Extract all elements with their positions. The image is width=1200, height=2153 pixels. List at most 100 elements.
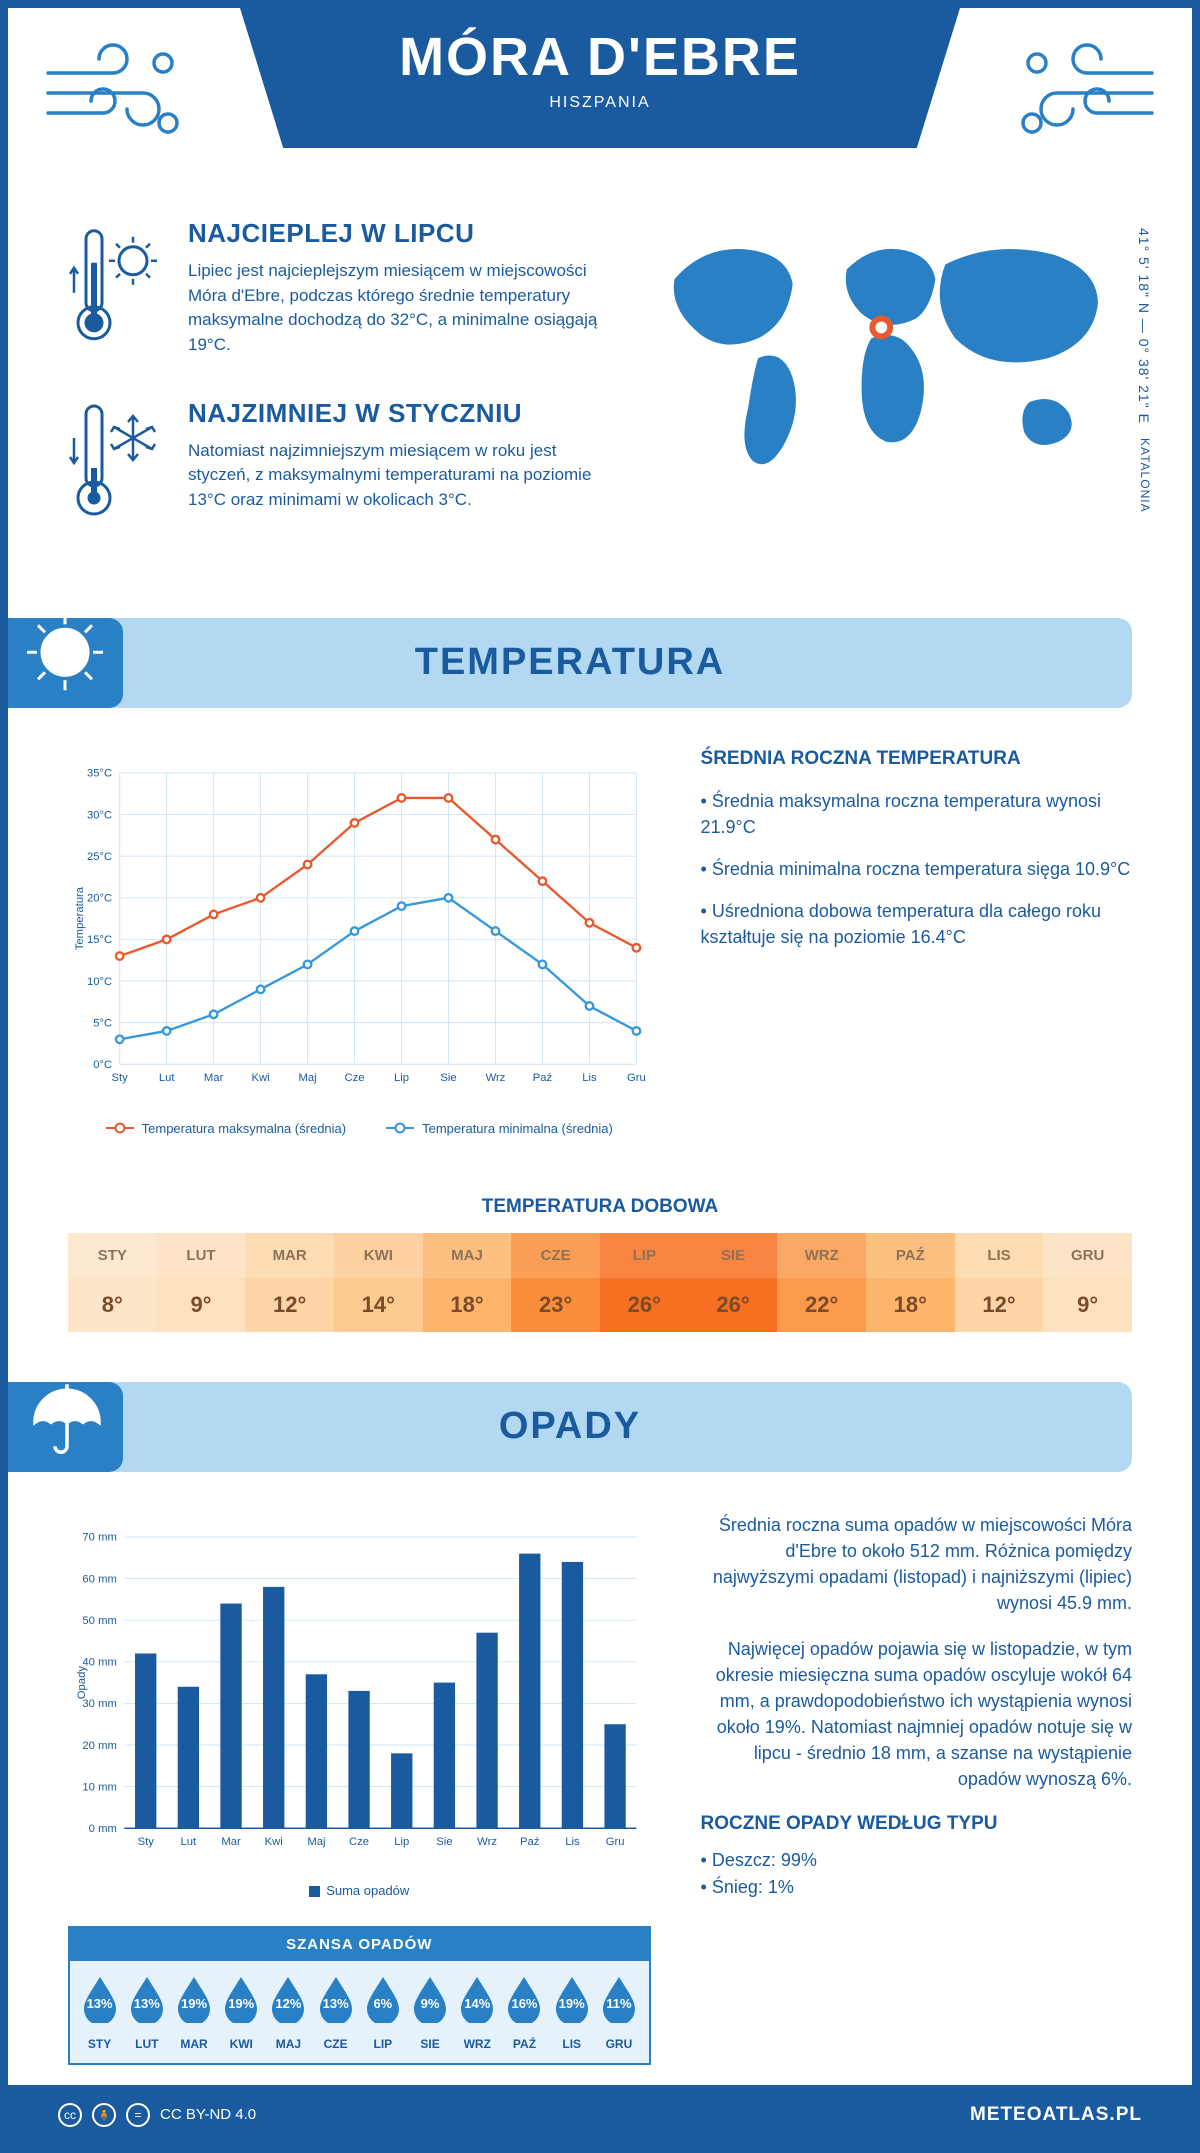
svg-text:Cze: Cze — [349, 1836, 369, 1848]
svg-text:Kwi: Kwi — [252, 1072, 270, 1084]
svg-text:10 mm: 10 mm — [82, 1781, 116, 1793]
precip-chart: 0 mm10 mm20 mm30 mm40 mm50 mm60 mm70 mmS… — [68, 1512, 651, 1872]
license-text: CC BY-ND 4.0 — [160, 2106, 256, 2123]
daily-value: 23° — [511, 1278, 600, 1332]
svg-text:10°C: 10°C — [87, 975, 112, 987]
daily-month: LUT — [157, 1233, 246, 1278]
region-text: KATALONIA — [1138, 438, 1152, 513]
chance-drop: 19% — [548, 1975, 595, 2023]
svg-text:0 mm: 0 mm — [89, 1823, 117, 1835]
daily-value: 12° — [245, 1278, 334, 1332]
footer: cc 🧍 = CC BY-ND 4.0 METEOATLAS.PL — [8, 2085, 1192, 2145]
svg-text:Lip: Lip — [394, 1836, 409, 1848]
wind-icon-left — [38, 38, 188, 148]
umbrella-icon — [23, 1374, 108, 1459]
svg-text:Mar: Mar — [204, 1072, 224, 1084]
svg-text:Kwi: Kwi — [265, 1836, 283, 1848]
chance-month: LIS — [548, 2037, 595, 2051]
precip-legend: Suma opadów — [68, 1883, 651, 1898]
chance-month: PAŹ — [501, 2037, 548, 2051]
chance-drop: 12% — [265, 1975, 312, 2023]
fact-cold-text: Natomiast najzimniejszym miesiącem w rok… — [188, 439, 610, 513]
temp-title: TEMPERATURA — [8, 641, 1132, 684]
svg-text:Lut: Lut — [181, 1836, 198, 1848]
svg-text:20°C: 20°C — [87, 892, 112, 904]
svg-text:Lut: Lut — [159, 1072, 176, 1084]
chance-title: SZANSA OPADÓW — [70, 1928, 649, 1961]
chance-month: KWI — [218, 2037, 265, 2051]
svg-text:70 mm: 70 mm — [82, 1531, 116, 1543]
precip-para-2: Najwięcej opadów pojawia się w listopadz… — [701, 1636, 1132, 1793]
page-title: MÓRA D'EBRE — [240, 26, 960, 88]
chance-month: MAR — [170, 2037, 217, 2051]
daily-month: LIP — [600, 1233, 689, 1278]
svg-text:Gru: Gru — [627, 1072, 646, 1084]
svg-text:Sty: Sty — [112, 1072, 129, 1084]
temp-stat-3: • Uśredniona dobowa temperatura dla całe… — [701, 898, 1132, 950]
chance-drop: 16% — [501, 1975, 548, 2023]
chance-month: MAJ — [265, 2037, 312, 2051]
cc-icon: cc — [58, 2103, 82, 2127]
precip-legend-label: Suma opadów — [326, 1883, 409, 1898]
svg-text:Sie: Sie — [440, 1072, 456, 1084]
chance-drop: 13% — [76, 1975, 123, 2023]
fact-coldest: NAJZIMNIEJ W STYCZNIU Natomiast najzimni… — [68, 398, 610, 528]
chance-month: LIP — [359, 2037, 406, 2051]
temp-stat-2: • Średnia minimalna roczna temperatura s… — [701, 856, 1132, 882]
svg-text:Cze: Cze — [345, 1072, 365, 1084]
daily-month: PAŹ — [866, 1233, 955, 1278]
page-subtitle: HISZPANIA — [240, 94, 960, 112]
chance-month: LUT — [123, 2037, 170, 2051]
temp-stats-title: ŚREDNIA ROCZNA TEMPERATURA — [701, 748, 1132, 770]
daily-value: 18° — [866, 1278, 955, 1332]
svg-text:30°C: 30°C — [87, 809, 112, 821]
legend-min: Temperatura minimalna (średnia) — [422, 1121, 613, 1136]
daily-value: 12° — [955, 1278, 1044, 1332]
fact-hot-text: Lipiec jest najcieplejszym miesiącem w m… — [188, 259, 610, 358]
daily-month: SIE — [689, 1233, 778, 1278]
svg-text:Lis: Lis — [565, 1836, 580, 1848]
overview-section: NAJCIEPLEJ W LIPCU Lipiec jest najcieple… — [8, 188, 1192, 608]
chance-month: SIE — [406, 2037, 453, 2051]
daily-month: LIS — [955, 1233, 1044, 1278]
chance-drop: 13% — [312, 1975, 359, 2023]
svg-text:25°C: 25°C — [87, 851, 112, 863]
precip-bytype-title: ROCZNE OPADY WEDŁUG TYPU — [701, 1813, 1132, 1835]
thermometer-snow-icon — [68, 398, 163, 528]
temp-legend: Temperatura maksymalna (średnia) Tempera… — [68, 1121, 651, 1136]
svg-text:Wrz: Wrz — [477, 1836, 497, 1848]
svg-text:Maj: Maj — [307, 1836, 325, 1848]
precip-para-1: Średnia roczna suma opadów w miejscowośc… — [701, 1512, 1132, 1616]
daily-value: 26° — [600, 1278, 689, 1332]
svg-text:Sty: Sty — [138, 1836, 155, 1848]
world-map: 41° 5' 18" N — 0° 38' 21" E KATALONIA — [640, 218, 1132, 568]
header: MÓRA D'EBRE HISZPANIA — [8, 8, 1192, 188]
temp-section-header: TEMPERATURA — [8, 618, 1132, 708]
chance-month: WRZ — [454, 2037, 501, 2051]
svg-text:35°C: 35°C — [87, 767, 112, 779]
svg-text:5°C: 5°C — [93, 1017, 112, 1029]
daily-month: STY — [68, 1233, 157, 1278]
fact-hottest: NAJCIEPLEJ W LIPCU Lipiec jest najcieple… — [68, 218, 610, 358]
svg-text:Paź: Paź — [533, 1072, 553, 1084]
svg-text:Wrz: Wrz — [486, 1072, 506, 1084]
temp-stat-1: • Średnia maksymalna roczna temperatura … — [701, 788, 1132, 840]
precip-bytype-2: • Śnieg: 1% — [701, 1874, 1132, 1901]
daily-value: 18° — [423, 1278, 512, 1332]
fact-hot-title: NAJCIEPLEJ W LIPCU — [188, 218, 610, 249]
thermometer-sun-icon — [68, 218, 163, 358]
svg-text:Temperatura: Temperatura — [74, 886, 86, 950]
precip-bytype-1: • Deszcz: 99% — [701, 1847, 1132, 1874]
nd-icon: = — [126, 2103, 150, 2127]
chance-drop: 13% — [123, 1975, 170, 2023]
svg-text:Lip: Lip — [394, 1072, 409, 1084]
precip-title: OPADY — [8, 1405, 1132, 1448]
chance-drop: 6% — [359, 1975, 406, 2023]
wind-icon-right — [1012, 38, 1162, 148]
svg-text:Gru: Gru — [606, 1836, 625, 1848]
chance-box: SZANSA OPADÓW 13%13%19%19%12%13%6%9%14%1… — [68, 1926, 651, 2065]
svg-text:0°C: 0°C — [93, 1059, 112, 1071]
chance-drop: 11% — [595, 1975, 642, 2023]
chance-drop: 9% — [406, 1975, 453, 2023]
daily-month: GRU — [1043, 1233, 1132, 1278]
